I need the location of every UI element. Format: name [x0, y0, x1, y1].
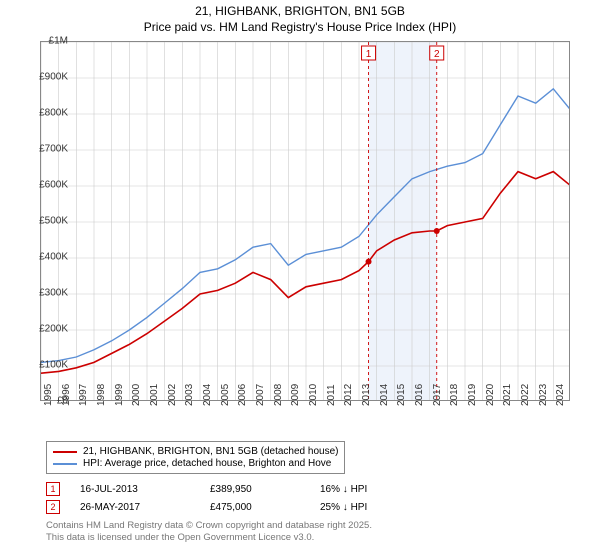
marker-delta: 16% ↓ HPI: [320, 484, 367, 495]
x-axis-label: 2002: [167, 384, 178, 406]
marker-price: £475,000: [210, 502, 300, 513]
marker-row: 1 16-JUL-2013 £389,950 16% ↓ HPI: [46, 482, 592, 496]
x-axis-label: 2012: [343, 384, 354, 406]
x-axis-label: 2007: [255, 384, 266, 406]
chart: 12 £0£100K£200K£300K£400K£500K£600K£700K…: [40, 41, 600, 401]
footnote-line2: This data is licensed under the Open Gov…: [46, 532, 592, 543]
x-axis-label: 2008: [273, 384, 284, 406]
y-axis-label: £100K: [39, 360, 68, 371]
legend-label: HPI: Average price, detached house, Brig…: [83, 458, 331, 469]
y-axis-label: £500K: [39, 216, 68, 227]
x-axis-label: 2023: [538, 384, 549, 406]
x-axis-label: 2013: [361, 384, 372, 406]
footnote-line1: Contains HM Land Registry data © Crown c…: [46, 520, 592, 531]
y-axis-label: £400K: [39, 252, 68, 263]
x-axis-label: 2004: [202, 384, 213, 406]
svg-text:2: 2: [434, 49, 440, 60]
legend-row: HPI: Average price, detached house, Brig…: [53, 458, 338, 469]
x-axis-label: 2000: [131, 384, 142, 406]
x-axis-label: 2015: [396, 384, 407, 406]
x-axis-label: 2018: [449, 384, 460, 406]
x-axis-label: 2024: [555, 384, 566, 406]
marker-date: 26-MAY-2017: [80, 502, 190, 513]
x-axis-label: 2005: [220, 384, 231, 406]
x-axis-label: 1999: [114, 384, 125, 406]
x-axis-label: 1995: [43, 384, 54, 406]
x-axis-label: 1998: [96, 384, 107, 406]
y-axis-label: £700K: [39, 144, 68, 155]
x-axis-label: 2021: [502, 384, 513, 406]
title-line2: Price paid vs. HM Land Registry's House …: [8, 20, 592, 36]
x-axis-label: 2014: [379, 384, 390, 406]
x-axis-label: 1996: [61, 384, 72, 406]
svg-text:1: 1: [366, 49, 372, 60]
y-axis-label: £800K: [39, 108, 68, 119]
x-axis-label: 2011: [326, 385, 337, 407]
marker-price: £389,950: [210, 484, 300, 495]
y-axis-label: £1M: [49, 36, 68, 47]
x-axis-label: 2016: [414, 384, 425, 406]
x-axis-label: 2001: [149, 384, 160, 406]
x-axis-label: 2022: [520, 384, 531, 406]
x-axis-label: 2010: [308, 384, 319, 406]
x-axis-label: 2020: [485, 384, 496, 406]
marker-date: 16-JUL-2013: [80, 484, 190, 495]
legend-swatch: [53, 463, 77, 465]
marker-row: 2 26-MAY-2017 £475,000 25% ↓ HPI: [46, 500, 592, 514]
legend-label: 21, HIGHBANK, BRIGHTON, BN1 5GB (detache…: [83, 446, 338, 457]
marker-table: 1 16-JUL-2013 £389,950 16% ↓ HPI 2 26-MAY…: [46, 482, 592, 514]
legend: 21, HIGHBANK, BRIGHTON, BN1 5GB (detache…: [46, 441, 345, 474]
x-axis-label: 2006: [237, 384, 248, 406]
marker-id-box: 2: [46, 500, 60, 514]
marker-delta: 25% ↓ HPI: [320, 502, 367, 513]
title-line1: 21, HIGHBANK, BRIGHTON, BN1 5GB: [8, 4, 592, 20]
y-axis-label: £300K: [39, 288, 68, 299]
y-axis-label: £200K: [39, 324, 68, 335]
x-axis-label: 2009: [290, 384, 301, 406]
y-axis-label: £600K: [39, 180, 68, 191]
x-axis-label: 2003: [184, 384, 195, 406]
legend-swatch: [53, 451, 77, 453]
legend-row: 21, HIGHBANK, BRIGHTON, BN1 5GB (detache…: [53, 446, 338, 457]
chart-svg: 12: [40, 41, 570, 401]
x-axis-label: 1997: [78, 384, 89, 406]
marker-id-box: 1: [46, 482, 60, 496]
x-axis-label: 2017: [432, 384, 443, 406]
y-axis-label: £900K: [39, 72, 68, 83]
footnote: Contains HM Land Registry data © Crown c…: [46, 520, 592, 543]
x-axis-label: 2019: [467, 384, 478, 406]
